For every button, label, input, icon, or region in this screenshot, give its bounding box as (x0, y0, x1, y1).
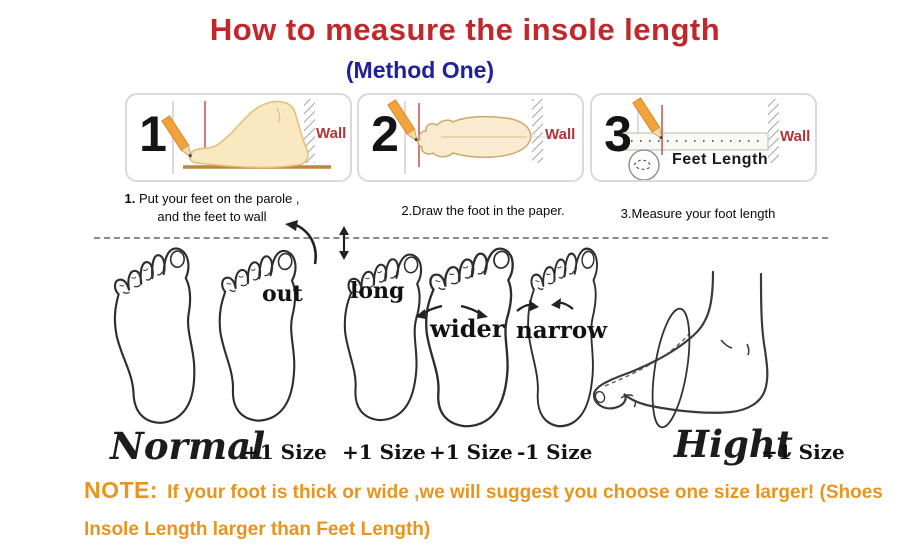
narrow-arrow-left-icon (516, 300, 539, 312)
wall-hatch (768, 99, 779, 163)
feet-length-label: Feet Length (672, 151, 769, 168)
note-line-1: NOTE: If your foot is thick or wide ,we w… (84, 477, 883, 503)
measure-baseline (94, 237, 828, 239)
wall-hatch (532, 99, 543, 163)
girth-ellipse-icon (651, 307, 691, 429)
foot-label-narrow: narrow (516, 317, 608, 344)
step-panel-3: 3 Feet Length Wall (590, 93, 817, 182)
width-arrow-right-icon (460, 304, 488, 319)
foot-label-wider: wider (430, 314, 505, 343)
caption-number: 1. (124, 191, 136, 206)
wall-label: Wall (545, 126, 576, 143)
foot-side-hight-illustration (592, 270, 769, 429)
step3-illustration (625, 97, 779, 180)
step-panel-2: 2 Wall (357, 93, 584, 182)
size-label-narrow: -1 Size (517, 440, 593, 464)
step-caption-1: 1. Put your feet on the parole , and the… (124, 191, 300, 224)
note-line-2: Insole Length larger than Feet Length) (84, 519, 431, 540)
size-label-hight-size: +1 Size (761, 440, 845, 464)
narrow-arrow-right-icon (551, 298, 574, 310)
step-caption-3: 3.Measure your foot length (620, 206, 776, 221)
step-panel-1: 1 Wall (125, 93, 352, 182)
step-number: 3 (604, 106, 632, 162)
step-number: 2 (371, 106, 399, 162)
magnifier-circle-icon (628, 149, 660, 180)
step2-illustration (387, 99, 575, 174)
wall-label: Wall (316, 125, 347, 142)
size-label-out: +1 Size (243, 440, 327, 464)
foot-label-out: out (262, 281, 303, 307)
method-subtitle: (Method One) (345, 57, 495, 83)
length-arrow-icon (339, 226, 349, 260)
foot-sole-normal-illustration (106, 246, 206, 428)
size-label-long: +1 Size (342, 440, 426, 464)
foot-label-long: long (350, 278, 405, 304)
wall-hatch (304, 99, 315, 163)
note-prefix: NOTE: (84, 477, 159, 503)
size-label-normal: Normal (110, 424, 266, 468)
foot-sole-out-illustration (216, 249, 302, 423)
step-caption-2: 2.Draw the foot in the paper. (401, 203, 565, 218)
step-number: 1 (139, 106, 167, 162)
rotate-out-arrow-icon (285, 220, 317, 265)
wall-label: Wall (780, 128, 811, 145)
width-arrow-left-icon (415, 304, 443, 319)
instep-dashed-line (604, 333, 690, 387)
step1-illustration (161, 99, 331, 174)
size-label-hight: Hight (674, 422, 793, 466)
page-title: How to measure the insole length (209, 12, 721, 47)
size-label-wider: +1 Size (429, 440, 513, 464)
ruler-illustration (625, 132, 769, 151)
foot-side-illustration (188, 100, 309, 169)
